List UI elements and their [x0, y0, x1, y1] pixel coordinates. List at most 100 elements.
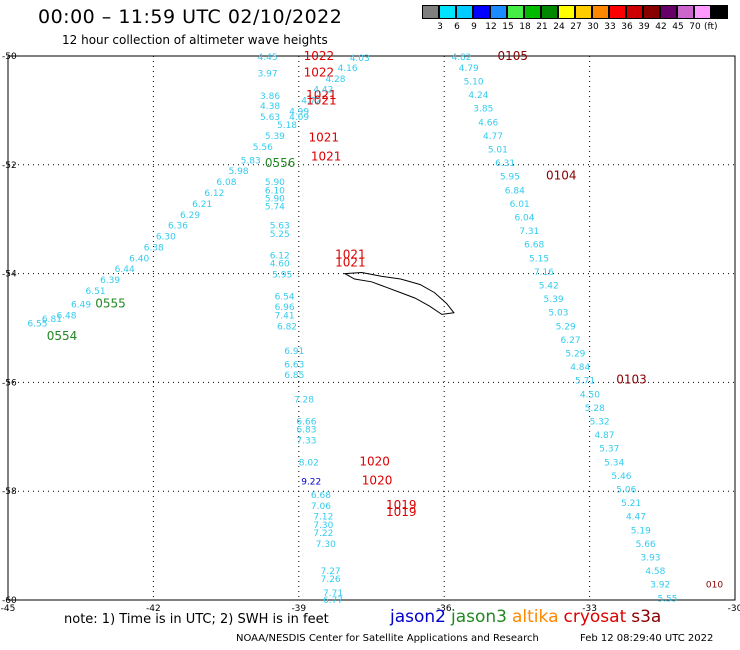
- pass-time-label: 0104: [546, 169, 577, 183]
- wave-height-label: 4.84: [570, 363, 590, 373]
- wave-height-label: 5.18: [277, 121, 297, 131]
- scale-tick-label: 3: [437, 22, 443, 32]
- scale-swatch: [456, 5, 473, 19]
- scale-swatch: [677, 5, 694, 19]
- wave-height-label: 5.55: [657, 594, 677, 604]
- wave-height-label: 6.51: [86, 287, 106, 297]
- scale-tick-label: 27: [570, 22, 582, 32]
- pass-time-label: 1021: [306, 88, 337, 102]
- wave-height-label: 5.19: [631, 526, 651, 536]
- wave-height-label: 5.21: [621, 499, 641, 509]
- scale-swatch: [694, 5, 711, 19]
- scale-tick-label: 18: [519, 22, 531, 32]
- scale-swatch: [643, 5, 660, 19]
- wave-height-label: 5.39: [265, 132, 285, 142]
- wave-height-label: 6.85: [284, 371, 304, 381]
- pass-time-label: 1019: [386, 498, 417, 512]
- wave-height-label: 5.83: [241, 156, 261, 166]
- wave-height-label: 6.01: [510, 200, 530, 210]
- page-subtitle: 12 hour collection of altimeter wave hei…: [62, 33, 328, 47]
- wave-height-label: 7.33: [296, 437, 316, 447]
- wave-height-label: 4.38: [260, 102, 280, 112]
- wave-height-label: 4.58: [645, 567, 665, 577]
- wave-height-label: 6.39: [100, 276, 120, 286]
- wave-height-label: 4.09: [289, 113, 309, 123]
- pass-time-label: 0105: [498, 49, 529, 63]
- x-tick-label: -39: [291, 604, 306, 614]
- pass-time-label: 0555: [95, 297, 126, 311]
- wave-height-label: 6.31: [495, 159, 515, 169]
- scale-swatch: [422, 5, 439, 19]
- legend-item: cryosat: [563, 607, 627, 627]
- wave-height-label: 5.90: [265, 178, 285, 188]
- scale-tick-label: 6: [454, 22, 460, 32]
- wave-height-label: 6.68: [311, 491, 331, 501]
- wave-height-label: 5.03: [548, 309, 568, 319]
- x-tick-label: -33: [582, 604, 597, 614]
- pass-time-label: 0556: [265, 156, 296, 170]
- wave-height-label: 6.40: [129, 254, 149, 264]
- wave-height-label: 4.16: [338, 64, 358, 74]
- wave-height-label: 5.56: [253, 143, 273, 153]
- legend-item: altika: [512, 607, 559, 627]
- scale-swatch: [609, 5, 626, 19]
- y-tick-label: -58: [2, 487, 17, 497]
- pass-time-label: 0103: [616, 373, 647, 387]
- x-tick-label: -42: [146, 604, 161, 614]
- pass-time-label: 1022: [304, 65, 335, 79]
- wave-height-label: 5.71: [575, 377, 595, 387]
- wave-height-label: 5.29: [556, 322, 576, 332]
- wave-height-label: 6.12: [270, 252, 290, 262]
- island-outline: [343, 271, 455, 315]
- scale-tick-label: 39: [638, 22, 650, 32]
- wave-height-label: 5.95: [500, 173, 520, 183]
- wave-height-label: 6.08: [216, 178, 236, 188]
- wave-height-label: 4.72: [301, 97, 321, 107]
- pass-time-label: 1019: [386, 505, 417, 519]
- x-tick-label: -36: [437, 604, 452, 614]
- wave-height-label: 6.48: [56, 311, 76, 321]
- wave-height-label: 4.03: [350, 54, 370, 64]
- wave-height-label: 5.90: [265, 194, 285, 204]
- satellite-legend: jason2 jason3 altika cryosat s3a: [390, 607, 666, 627]
- scale-swatch: [524, 5, 541, 19]
- wave-height-label: 4.50: [580, 390, 600, 400]
- wave-height-label: 4.45: [258, 53, 278, 63]
- scale-tick-label: 21: [536, 22, 548, 32]
- wave-height-label: 6.84: [505, 186, 525, 196]
- x-tick-label: -45: [1, 604, 16, 614]
- wave-height-label: 6.77: [323, 596, 343, 606]
- scale-tick-label: 15: [502, 22, 514, 32]
- wave-height-label: 5.37: [599, 445, 619, 455]
- wave-height-label: 5.46: [611, 472, 631, 482]
- wave-height-label: 5.63: [260, 113, 280, 123]
- wave-height-label: 4.28: [325, 75, 345, 85]
- scale-unit: (ft): [704, 22, 718, 32]
- wave-height-label: 7.26: [321, 575, 341, 585]
- wave-height-label: 7.30: [316, 540, 336, 550]
- wave-height-label: 6.96: [275, 303, 295, 313]
- pass-time-label: 1020: [359, 454, 390, 468]
- pass-time-label: 1021: [335, 256, 366, 270]
- wave-height-label: 5.15: [529, 254, 549, 264]
- note-text: note: 1) Time is in UTC; 2) SWH is in fe…: [64, 612, 329, 627]
- scale-swatch: [541, 5, 558, 19]
- x-tick-label: -30: [728, 604, 740, 614]
- wave-height-label: 6.63: [284, 360, 304, 370]
- scale-swatch: [592, 5, 609, 19]
- wave-height-label: 010: [706, 581, 723, 591]
- wave-height-label: 7.30: [313, 521, 333, 531]
- wave-height-label: 3.86: [260, 92, 280, 102]
- scale-swatch: [626, 5, 643, 19]
- wave-height-label: 6.81: [42, 315, 62, 325]
- legend-item: jason2: [390, 607, 446, 627]
- wave-height-label: 7.16: [534, 268, 554, 278]
- wave-height-label: 5.39: [544, 295, 564, 305]
- scale-tick-label: 33: [604, 22, 616, 32]
- wave-height-label: 7.22: [313, 529, 333, 539]
- footer-credit: NOAA/NESDIS Center for Satellite Applica…: [236, 633, 539, 644]
- y-tick-label: -60: [2, 596, 17, 606]
- wave-height-label: 5.29: [565, 349, 585, 359]
- wave-height-label: 6.66: [296, 417, 316, 427]
